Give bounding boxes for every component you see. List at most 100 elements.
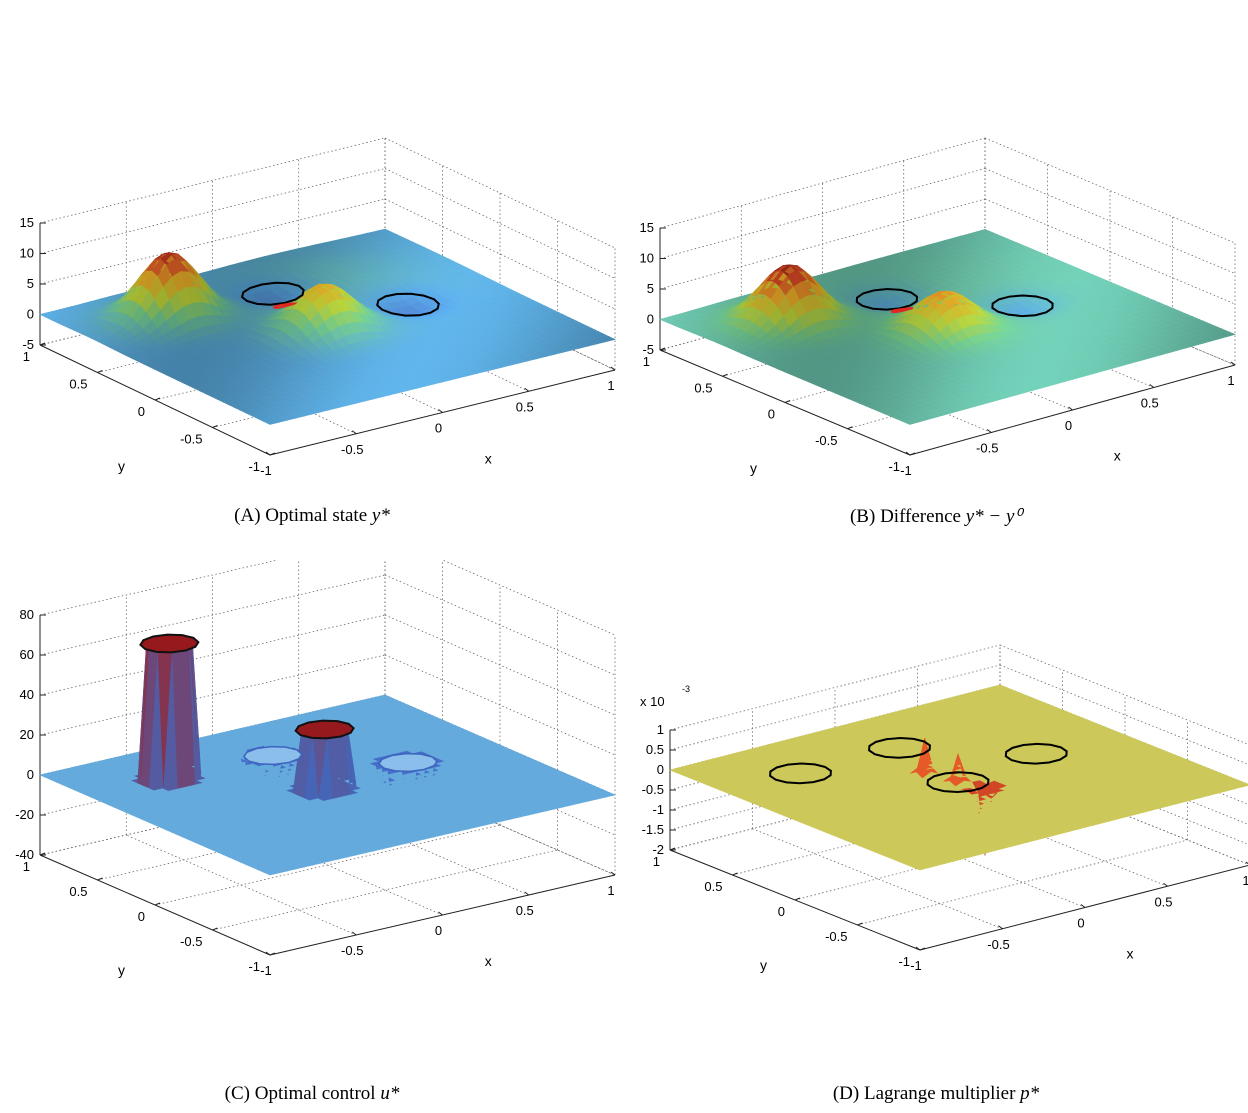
x-tick [1068,406,1073,411]
contour-line [240,281,305,306]
caption-b-tag: (B) [849,506,876,527]
y-tick [269,952,276,956]
contour-line [991,294,1054,318]
z-tick-label: -5 [642,342,654,357]
y-tick-label: -0.5 [180,432,202,447]
x-tick [524,387,530,392]
x-axis-label: x [1114,448,1121,464]
y-tick-label: 0.5 [694,380,712,395]
caption-a: (A) Optimal state y* [0,505,624,527]
z-tick-label: 15 [640,220,654,235]
x-tick-label: -1 [260,463,272,478]
contour-line [890,307,914,314]
z-tick-label: 60 [20,647,34,662]
contour-line [376,292,440,317]
grid-line [984,198,1236,305]
panel-b: -1 -0.5 0 0.5 1 -1 -0.5 0 0.5 1 -5 0 5 10 15 x y [624,0,1248,500]
x-tick [1149,384,1155,388]
x-tick [905,451,911,456]
x-tick-label: -1 [260,963,272,978]
grid-line [984,137,1236,244]
x-tick-label: 0 [435,421,442,436]
y-tick-label: -0.5 [815,433,837,448]
y-tick-label: 1 [23,859,30,874]
y-tick-label: 1 [23,349,30,364]
grid-line [984,259,1236,366]
z-tick-label: 0 [27,307,34,322]
grid-line [39,137,386,224]
grid-line [741,327,992,433]
y-tick [269,452,276,456]
y-axis-label: y [118,458,125,474]
x-tick-label: -0.5 [341,943,363,958]
caption-b-text: Difference [880,506,961,527]
z-tick-label: -5 [22,337,34,352]
caption-b-math: y* − y⁰ [965,506,1022,527]
x-tick [438,409,443,413]
z-tick-label: -40 [15,847,34,862]
z-tick-label: 0 [647,312,654,327]
y-tick-label: -1 [888,459,900,474]
x-tick [351,931,357,936]
grid-line [384,137,616,249]
x-tick-label: 0.5 [516,903,534,918]
surface-cell [599,336,616,342]
y-tick-label: -1 [248,459,260,474]
grid-line [903,282,1154,388]
y-tick-label: -1 [248,959,260,974]
surface-1 [659,229,1236,425]
y-tick [212,927,218,931]
caption-b: (B) Difference y* − y⁰ [624,505,1248,528]
y-tick [97,370,103,373]
y-tick-label: 0 [138,909,145,924]
z-tick-label: 40 [20,687,34,702]
x-tick-label: -0.5 [976,441,998,456]
y-tick-label: 0.5 [69,884,87,899]
x-tick [265,951,271,956]
y-tick [212,425,218,428]
y-tick [722,373,728,377]
y-tick-label: -0.5 [180,934,202,949]
z-tick-label: 80 [20,607,34,622]
grid-line [441,560,616,636]
y-tick-label: 0.5 [69,377,87,392]
z-tick-label: 10 [640,251,654,266]
x-tick [1230,361,1236,366]
grid-line [984,168,1236,274]
grid-line [384,198,616,310]
panel-c: -1 -0.5 0 0.5 1 -1 -0.5 0 0.5 1 -40 -20 0 20 40 60 80 x y [0,560,624,1080]
z-tick-label: 10 [20,246,34,261]
grid-line [212,849,558,931]
caption-a-text: Optimal state [265,505,368,526]
x-axis-label: x [485,953,492,969]
y-tick [909,452,916,456]
grid-line [39,168,386,254]
y-tick [154,397,161,401]
x-tick-label: -0.5 [341,442,363,457]
x-axis-label: x [485,450,492,466]
x-tick [438,911,443,916]
grid-line [822,304,1073,411]
contour-line [272,302,298,309]
grid-line [39,198,386,285]
y-tick [784,400,791,403]
z-tick-label: 0 [27,767,34,782]
surface-2 [39,633,616,876]
z-tick-label: 5 [27,276,34,291]
z-tick-label: 15 [20,215,34,230]
x-tick-label: 0 [1065,418,1072,433]
grid-line [39,560,279,616]
y-tick [154,902,161,906]
surface-0 [39,228,616,425]
contour-line [855,288,918,311]
x-tick-label: 1 [607,883,614,898]
z-tick-label: -20 [15,807,34,822]
grid-line [659,137,986,229]
surface-cell [1219,331,1236,338]
z-tick-label: 20 [20,727,34,742]
y-tick [847,426,853,430]
x-tick [986,429,992,433]
